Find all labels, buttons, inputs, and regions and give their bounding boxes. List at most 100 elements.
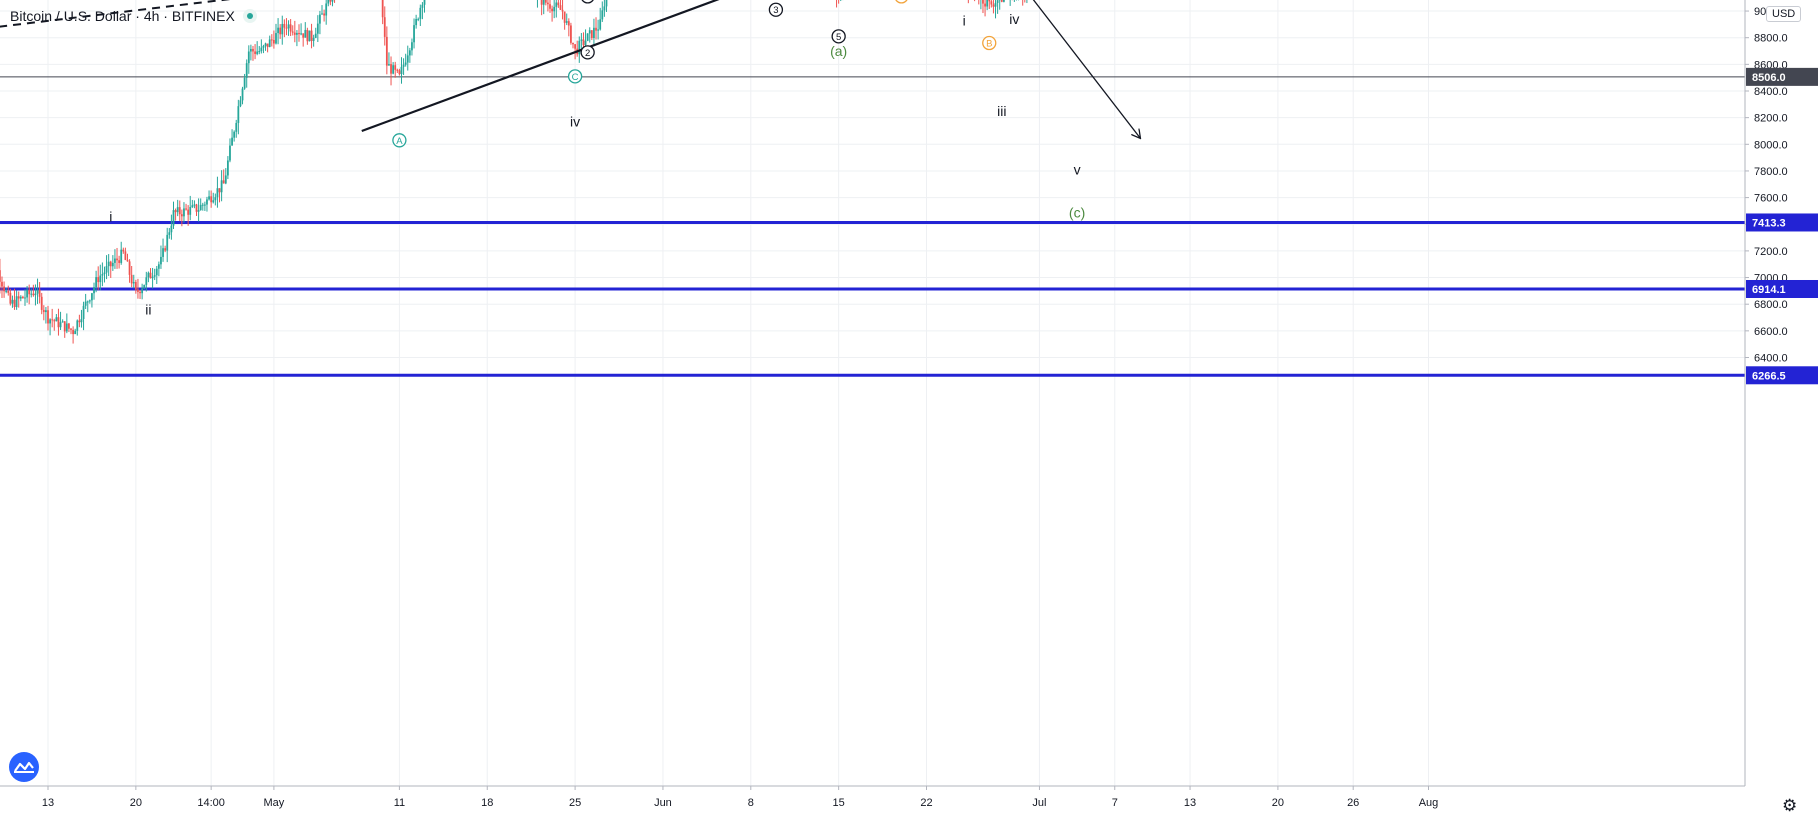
candle-body <box>132 281 135 284</box>
price-tick-label: 8800.0 <box>1754 33 1788 45</box>
settings-gear-icon[interactable]: ⚙ <box>1782 796 1798 815</box>
candle-body <box>578 40 581 55</box>
candle-body <box>599 19 602 30</box>
candle-body <box>256 51 259 54</box>
candle-body <box>120 249 123 263</box>
symbol-title[interactable]: Bitcoin / U.S. Dollar · 4h · BITFINEX <box>10 8 257 24</box>
candle-body <box>273 39 275 44</box>
time-tick-label: Aug <box>1419 797 1439 809</box>
trendline-lower-channel <box>361 0 720 133</box>
candle-body <box>235 122 238 132</box>
candle-body <box>590 30 593 39</box>
tradingview-logo-icon[interactable] <box>9 752 39 782</box>
candle-body <box>423 0 426 5</box>
candle-body <box>314 33 317 38</box>
candle-body <box>302 33 305 38</box>
candle-body <box>134 281 137 290</box>
candle-body <box>580 39 583 41</box>
wave-label-circle <box>580 45 595 60</box>
candle-body <box>97 277 100 283</box>
wave-label: 2 <box>585 48 590 59</box>
candle-body <box>381 0 384 18</box>
trendlines <box>0 0 1654 138</box>
candle-body <box>160 256 162 265</box>
candle-body <box>540 0 543 5</box>
candle-body <box>189 206 192 215</box>
candle-body <box>47 310 49 324</box>
candle-body <box>11 299 14 304</box>
candle-body <box>231 137 233 146</box>
time-axis[interactable]: 13 20 14:00 May 11 18 25 Jun 8 15 22 Jul 7 13 20 26 Aug <box>0 785 1818 820</box>
wave-label: 5 <box>836 32 841 43</box>
candle-body <box>990 1 993 5</box>
price-level-label: 7413.3 <box>1752 217 1786 229</box>
wave-label: B <box>986 39 992 50</box>
candle-body <box>331 0 334 2</box>
candle-body <box>289 24 292 32</box>
candle-body <box>398 70 401 75</box>
wave-label-circle <box>567 69 583 84</box>
candle-body <box>308 30 311 42</box>
candle-body <box>61 321 64 323</box>
price-level-badges: 10075.29812.59776.79154.78506.07413.3691… <box>1746 67 1818 385</box>
candle-body <box>249 48 252 52</box>
candle-body <box>218 188 221 193</box>
candle-body <box>145 277 148 285</box>
candle-body <box>411 42 413 51</box>
candle-body <box>143 284 146 289</box>
candle-body <box>116 258 118 261</box>
candle-body <box>388 64 390 66</box>
candle-body <box>1002 0 1005 2</box>
candle-body <box>988 0 991 2</box>
candle-body <box>408 50 411 56</box>
candle-body <box>222 180 225 184</box>
wave-label: 3 <box>773 5 778 16</box>
wave-label-circle <box>831 29 846 44</box>
candle-body <box>162 248 164 257</box>
candle-body <box>70 328 72 330</box>
candle-body <box>241 88 244 101</box>
wave-label: A <box>396 136 403 147</box>
candle-body <box>595 27 597 31</box>
price-tick-label: 8200.0 <box>1754 113 1788 125</box>
candle-body <box>264 43 267 47</box>
grid <box>0 0 1745 786</box>
candle-body <box>88 300 91 302</box>
price-axis[interactable]: 6400.06600.06800.07000.07200.07400.07600… <box>1744 0 1818 820</box>
candle-body <box>597 29 600 31</box>
candle-body <box>557 2 560 6</box>
candle-body <box>567 21 570 26</box>
currency-badge[interactable]: USD <box>1766 6 1802 22</box>
candle-body <box>224 175 227 184</box>
candle-body <box>237 106 240 123</box>
candle-body <box>128 261 131 275</box>
candle-body <box>404 62 407 65</box>
candle-body <box>26 289 28 298</box>
candle-body <box>59 322 62 328</box>
candle-body <box>291 31 294 33</box>
candle-body <box>252 48 254 52</box>
candle-body <box>329 0 332 2</box>
candle-body <box>306 29 309 42</box>
candle-body <box>316 23 319 34</box>
candle-body <box>216 188 219 198</box>
candle-body <box>390 64 392 74</box>
candle-body <box>55 317 58 322</box>
price-tick-label: 6800.0 <box>1754 299 1788 311</box>
candle-body <box>415 18 418 26</box>
candle-body <box>22 296 24 299</box>
time-tick-label: Jul <box>1032 797 1046 809</box>
candle-body <box>304 29 307 38</box>
wave-label: i <box>109 208 112 224</box>
candle-body <box>1000 0 1003 2</box>
candle-body <box>91 293 93 301</box>
candle-body <box>327 0 330 4</box>
candle-body <box>151 276 154 279</box>
candle-body <box>114 258 116 263</box>
candle-body <box>312 37 315 41</box>
candle-body <box>3 286 5 292</box>
candle-body <box>254 51 256 54</box>
wave-labels: iiiiiiivvABC1234512345(a)AB(b)CiAiiCBivi… <box>109 0 1085 318</box>
candle-body <box>17 296 20 299</box>
